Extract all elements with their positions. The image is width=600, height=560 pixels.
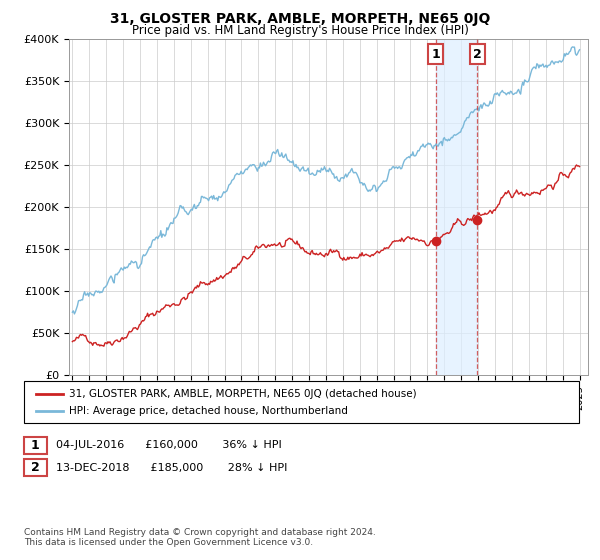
Text: 1: 1 <box>31 438 40 452</box>
Text: 31, GLOSTER PARK, AMBLE, MORPETH, NE65 0JQ: 31, GLOSTER PARK, AMBLE, MORPETH, NE65 0… <box>110 12 490 26</box>
Text: Price paid vs. HM Land Registry's House Price Index (HPI): Price paid vs. HM Land Registry's House … <box>131 24 469 36</box>
Text: 04-JUL-2016      £160,000       36% ↓ HPI: 04-JUL-2016 £160,000 36% ↓ HPI <box>56 440 281 450</box>
Text: HPI: Average price, detached house, Northumberland: HPI: Average price, detached house, Nort… <box>69 406 348 416</box>
Text: 2: 2 <box>31 461 40 474</box>
Text: Contains HM Land Registry data © Crown copyright and database right 2024.
This d: Contains HM Land Registry data © Crown c… <box>24 528 376 547</box>
Text: 1: 1 <box>431 48 440 60</box>
Text: 2: 2 <box>473 48 482 60</box>
Text: 13-DEC-2018      £185,000       28% ↓ HPI: 13-DEC-2018 £185,000 28% ↓ HPI <box>56 463 287 473</box>
Bar <box>436 39 477 375</box>
Text: 31, GLOSTER PARK, AMBLE, MORPETH, NE65 0JQ (detached house): 31, GLOSTER PARK, AMBLE, MORPETH, NE65 0… <box>69 389 416 399</box>
